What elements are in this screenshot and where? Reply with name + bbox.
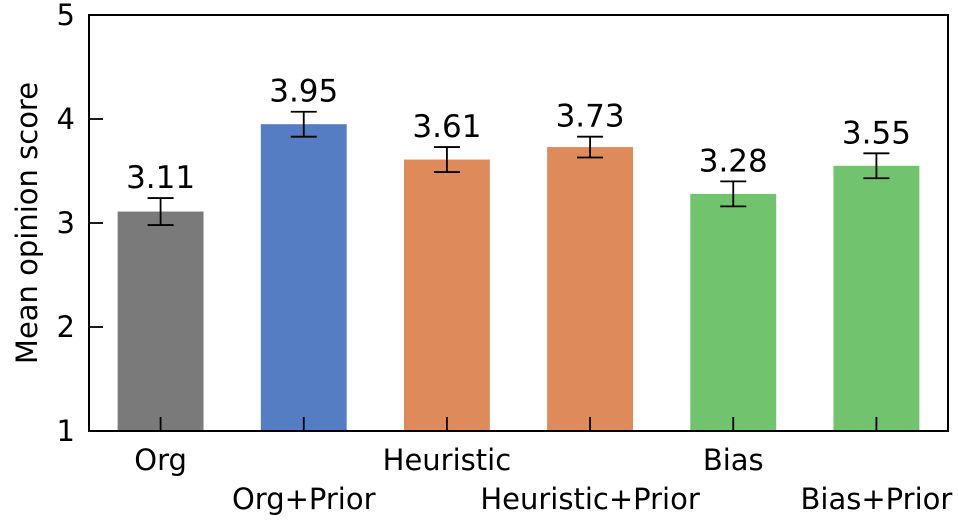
- data-label: 3.55: [842, 115, 911, 151]
- bar: [260, 124, 347, 431]
- y-tick-label: 4: [57, 102, 75, 136]
- data-label: 3.11: [126, 160, 195, 196]
- x-tick-label: Org: [134, 443, 187, 477]
- bar: [117, 211, 204, 431]
- data-label: 3.95: [269, 74, 338, 110]
- x-tick-label: Bias+Prior: [801, 482, 953, 516]
- bar: [403, 159, 490, 431]
- x-tick-label: Bias: [703, 443, 764, 477]
- data-label: 3.28: [699, 143, 768, 179]
- data-label: 3.73: [556, 99, 625, 135]
- bar: [547, 147, 634, 431]
- x-tick-label: Heuristic+Prior: [480, 482, 699, 516]
- x-tick-label: Org+Prior: [232, 482, 376, 516]
- y-axis: 1 2 3 4 5: [57, 0, 103, 448]
- bar: [690, 193, 777, 431]
- data-label: 3.61: [412, 109, 481, 145]
- y-axis-label: Mean opinion score: [10, 82, 44, 364]
- y-tick-label: 2: [57, 310, 75, 344]
- bars: [117, 124, 920, 432]
- x-axis: OrgOrg+PriorHeuristicHeuristic+PriorBias…: [134, 417, 952, 516]
- x-tick-label: Heuristic: [383, 443, 512, 477]
- plot-frame: [88, 14, 949, 432]
- y-tick-label: 1: [57, 414, 75, 448]
- y-tick-label: 3: [57, 206, 75, 240]
- y-tick-label: 5: [57, 0, 75, 32]
- error-bars: [147, 110, 890, 226]
- data-labels: 3.11 3.95 3.61 3.73 3.28 3.55: [126, 74, 911, 196]
- bar: [833, 165, 920, 432]
